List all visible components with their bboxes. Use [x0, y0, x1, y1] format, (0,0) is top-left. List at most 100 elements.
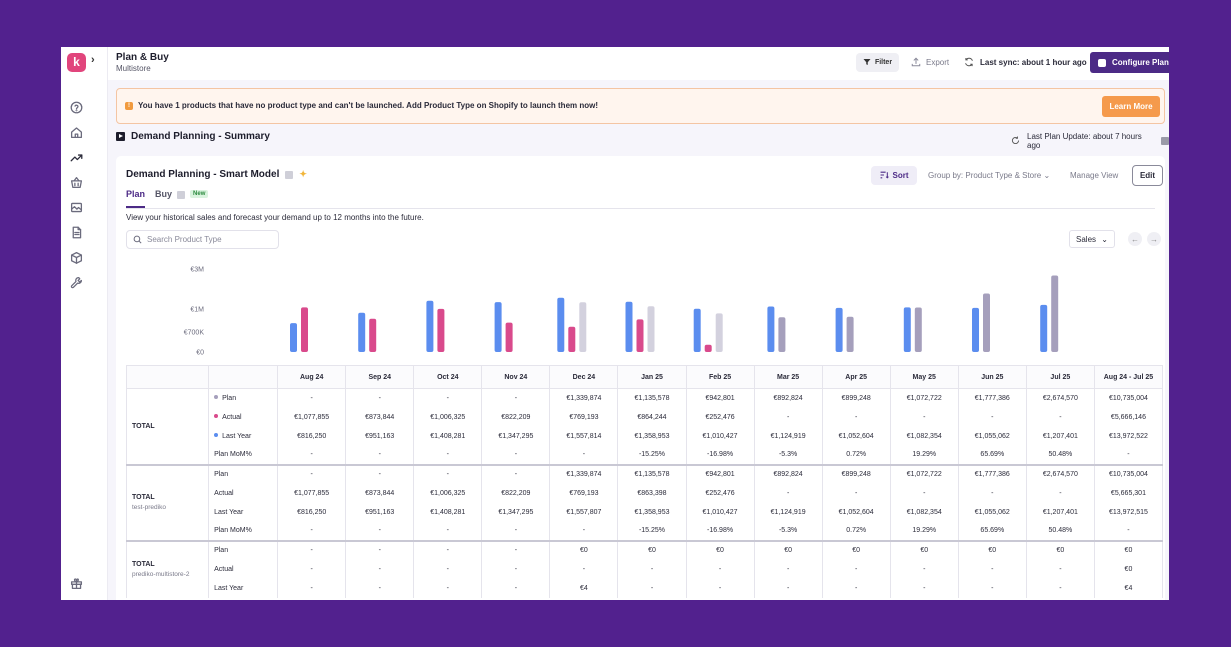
table-cell: €1,557,814	[549, 426, 619, 446]
table-cell: -	[889, 483, 959, 503]
bar-last-year[interactable]	[1040, 304, 1048, 352]
info-icon[interactable]	[285, 170, 294, 179]
page-title: Plan & Buy	[116, 52, 169, 63]
tab-plan[interactable]: Plan	[126, 188, 146, 208]
bar-actual[interactable]	[437, 308, 445, 352]
sparkle-icon: ✦	[299, 169, 307, 179]
group-cell: TOTAL prediko-multistore-2	[125, 539, 210, 598]
table-cell: €0	[1093, 539, 1164, 560]
table-cell: -	[345, 578, 415, 598]
bar-last-year[interactable]	[358, 312, 366, 352]
bar-plan[interactable]	[715, 313, 723, 352]
manage-view-button[interactable]: Manage View	[1070, 171, 1119, 180]
sync-status[interactable]: Last sync: about 1 hour ago	[964, 53, 1087, 72]
search-box[interactable]	[126, 230, 279, 249]
bar-plan[interactable]	[579, 302, 587, 352]
column-header[interactable]: Dec 24	[549, 365, 619, 389]
table-cell: -	[957, 407, 1027, 427]
tab-buy[interactable]: Buy New	[155, 188, 209, 208]
bar-last-year[interactable]	[625, 301, 633, 352]
new-badge: New	[190, 190, 209, 198]
table-cell: €1,358,953	[617, 426, 687, 446]
column-header[interactable]: Aug 24	[277, 365, 347, 389]
table-cell: -16.98%	[685, 445, 755, 465]
column-header[interactable]: May 25	[889, 365, 959, 389]
table-cell: -	[345, 539, 415, 560]
basket-icon[interactable]	[69, 175, 83, 189]
bar-plan[interactable]	[914, 307, 922, 353]
table-cell: €1,557,807	[549, 502, 619, 522]
row-label: Plan	[208, 388, 279, 408]
table-cell: €1,777,386	[957, 463, 1027, 484]
bar-plan[interactable]	[647, 306, 655, 352]
table-cell: €1,124,919	[753, 502, 823, 522]
column-header[interactable]: Nov 24	[481, 365, 551, 389]
warning-icon: !	[125, 102, 133, 110]
column-header[interactable]: Jan 25	[617, 365, 687, 389]
sidebar-expand-icon[interactable]: ›	[91, 54, 95, 66]
filter-button[interactable]: Filter	[856, 53, 899, 72]
bar-actual[interactable]	[636, 319, 644, 352]
table-cell: €816,250	[277, 426, 347, 446]
bar-last-year[interactable]	[494, 302, 502, 352]
column-header[interactable]: Apr 25	[821, 365, 891, 389]
image-icon[interactable]	[69, 200, 83, 214]
collapse-icon[interactable]	[116, 132, 125, 141]
column-header[interactable]: Oct 24	[413, 365, 483, 389]
app-logo[interactable]: k	[67, 53, 86, 72]
help-icon[interactable]	[69, 100, 83, 114]
bar-plan[interactable]	[1051, 275, 1059, 353]
table-row: TOTAL Plan - - - - €1,339,874 €1,135,578 €942,80…	[125, 388, 1164, 465]
table-cell: €10,735,004	[1093, 463, 1164, 484]
bar-actual[interactable]	[568, 326, 576, 352]
table-cell: €1,052,604	[821, 502, 891, 522]
bar-plan[interactable]	[846, 316, 854, 352]
bar-last-year[interactable]	[835, 307, 843, 352]
group-by-dropdown[interactable]: Group by: Product Type & Store ⌄	[928, 171, 1050, 180]
sort-button[interactable]: Sort	[871, 166, 917, 185]
bar-actual[interactable]	[704, 344, 712, 352]
trending-icon[interactable]	[69, 150, 83, 164]
table-cell: 0.72%	[821, 521, 891, 541]
column-header[interactable]: Mar 25	[753, 365, 823, 389]
document-icon[interactable]	[69, 225, 83, 239]
section-title[interactable]: Demand Planning - Summary	[116, 131, 270, 142]
column-header[interactable]: Sep 24	[345, 365, 415, 389]
sidebar: k ›	[61, 47, 108, 600]
edit-button[interactable]: Edit	[1132, 165, 1163, 186]
box-icon[interactable]	[69, 250, 83, 264]
refresh-icon[interactable]	[1011, 135, 1020, 147]
gift-icon[interactable]	[69, 576, 83, 590]
column-header[interactable]: Jul 25	[1025, 365, 1095, 389]
learn-more-button[interactable]: Learn More	[1102, 96, 1160, 117]
column-header[interactable]: Jun 25	[957, 365, 1027, 389]
bar-actual[interactable]	[505, 322, 513, 352]
bar-last-year[interactable]	[903, 307, 911, 352]
metric-select[interactable]: Sales ⌄	[1069, 230, 1115, 248]
bar-last-year[interactable]	[426, 300, 434, 352]
sync-icon	[964, 57, 974, 69]
search-input[interactable]	[147, 235, 267, 244]
bar-last-year[interactable]	[693, 308, 701, 352]
table-cell: €0	[957, 539, 1027, 560]
table-cell: €0	[549, 539, 619, 560]
bar-last-year[interactable]	[290, 323, 297, 352]
prev-arrow-icon[interactable]: ←	[1128, 232, 1142, 246]
export-button[interactable]: Export	[911, 53, 949, 72]
bar-plan[interactable]	[778, 317, 786, 352]
bar-actual[interactable]	[301, 307, 308, 352]
column-header[interactable]: Aug 24 - Jul 25	[1093, 365, 1164, 389]
section-title-text: Demand Planning - Summary	[131, 131, 270, 142]
bar-plan[interactable]	[983, 293, 990, 353]
home-icon[interactable]	[69, 125, 83, 139]
bar-actual[interactable]	[369, 318, 377, 352]
y-tick-label: €1M	[190, 307, 204, 314]
bar-last-year[interactable]	[972, 307, 979, 352]
column-header[interactable]: Feb 25	[685, 365, 755, 389]
bar-last-year[interactable]	[767, 306, 775, 353]
table-cell: -	[277, 578, 347, 598]
wrench-icon[interactable]	[69, 275, 83, 289]
bar-last-year[interactable]	[557, 297, 565, 352]
configure-plan-button[interactable]: Configure Plan	[1090, 52, 1169, 73]
next-arrow-icon[interactable]: →	[1147, 232, 1161, 246]
